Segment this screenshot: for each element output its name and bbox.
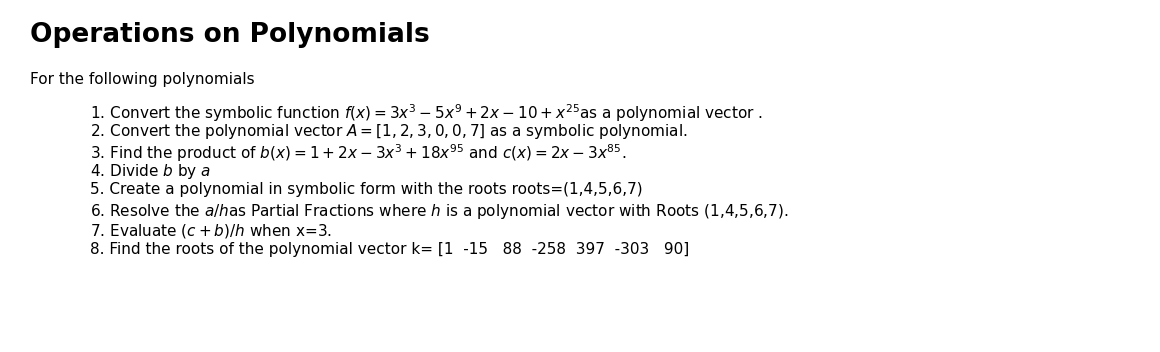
Text: For the following polynomials: For the following polynomials	[30, 72, 255, 87]
Text: 7. Evaluate $(\mathit{c} + \mathit{b})/\mathit{h}$ when x=3.: 7. Evaluate $(\mathit{c} + \mathit{b})/\…	[90, 222, 332, 240]
Text: 8. Find the roots of the polynomial vector k= [1  -15   88  -258  397  -303   90: 8. Find the roots of the polynomial vect…	[90, 242, 689, 257]
Text: 3. Find the product of $\mathit{b}(\mathit{x}) = 1 + 2\mathit{x} - 3\mathit{x}^3: 3. Find the product of $\mathit{b}(\math…	[90, 142, 626, 164]
Text: Operations on Polynomials: Operations on Polynomials	[30, 22, 429, 48]
Text: 5. Create a polynomial in symbolic form with the roots roots=(1,4,5,6,7): 5. Create a polynomial in symbolic form …	[90, 182, 643, 197]
Text: 6. Resolve the $\mathit{a}/\mathit{h}$as Partial Fractions where $\mathit{h}$ is: 6. Resolve the $\mathit{a}/\mathit{h}$as…	[90, 202, 789, 221]
Text: 2. Convert the polynomial vector $\mathit{A} = [1, 2, 3, 0, 0, 7]$ as a symbolic: 2. Convert the polynomial vector $\mathi…	[90, 122, 688, 141]
Text: 4. Divide $\mathit{b}$ by $\mathit{a}$: 4. Divide $\mathit{b}$ by $\mathit{a}$	[90, 162, 211, 181]
Text: 1. Convert the symbolic function $\mathit{f}(\mathit{x}) = 3\mathit{x}^3 - 5\mat: 1. Convert the symbolic function $\mathi…	[90, 102, 763, 124]
